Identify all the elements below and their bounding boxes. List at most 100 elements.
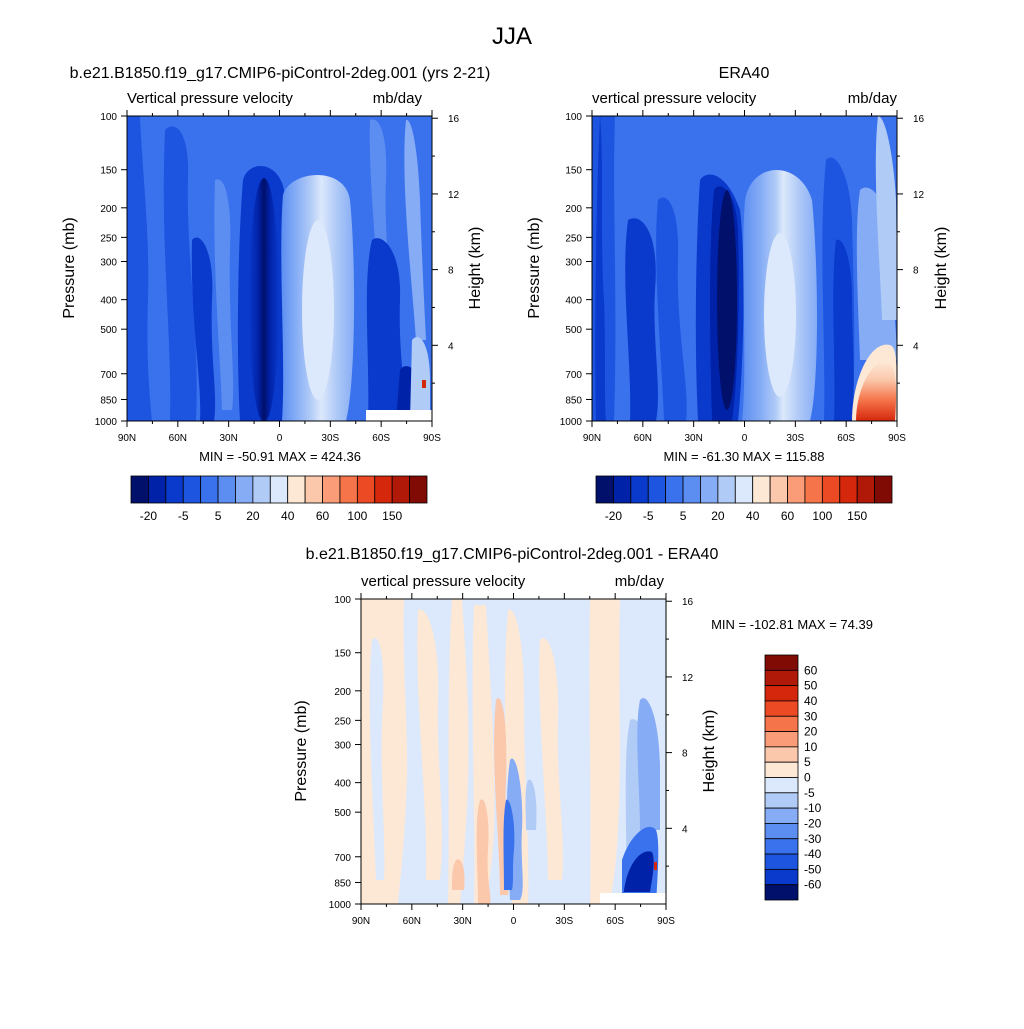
height-tick-label: 8 [913, 266, 919, 277]
x-tick-label: 90S [888, 433, 906, 444]
colorbar-label: 60 [781, 509, 795, 523]
y-tick-label: 850 [334, 878, 351, 889]
colorbar-swatch [235, 475, 254, 504]
colorbar-label: -5 [178, 509, 189, 523]
colorbar-label: -20 [605, 509, 623, 523]
colorbar-label: 40 [804, 694, 818, 708]
height-tick-label: 12 [448, 190, 460, 201]
colorbar-label: 5 [804, 755, 811, 769]
height-tick-label: 8 [682, 749, 688, 760]
top-axis-ticks [360, 593, 667, 599]
y-tick-label: 700 [565, 370, 582, 381]
colorbar: -20 -5 5 20 40 60 100 150 [130, 475, 428, 523]
y-tick-label: 250 [334, 716, 351, 727]
colorbar-swatch [787, 475, 806, 504]
y-axis-ticks: 100 150 200 250 300 400 500 700 850 1000 [560, 112, 592, 428]
y-tick-label: 200 [334, 687, 351, 698]
colorbar-label: 50 [804, 679, 818, 693]
colorbar-swatch [252, 475, 271, 504]
y-tick-label: 500 [334, 808, 351, 819]
height-tick-label: 16 [913, 114, 925, 125]
colorbar-swatch [764, 715, 799, 732]
colorbar-label: 20 [711, 509, 725, 523]
colorbar-label: 150 [382, 509, 402, 523]
contour-field [127, 116, 432, 421]
x-axis-ticks: 90N 60N 30N 0 30S 60S 90S [118, 421, 441, 444]
colorbar-swatch [764, 654, 799, 671]
y-axis-ticks: 100 150 200 250 300 400 500 700 850 1000 [95, 112, 127, 428]
panel-title: b.e21.B1850.f19_g17.CMIP6-piControl-2deg… [306, 546, 719, 563]
colorbar-label: 30 [804, 709, 818, 723]
y-tick-label: 250 [100, 233, 117, 244]
min-max-stats: MIN = -50.91 MAX = 424.36 [199, 449, 361, 464]
units-label: mb/day [848, 90, 898, 107]
height-axis-ticks: 16 12 8 4 [666, 597, 694, 867]
contour-field [361, 599, 666, 904]
y-tick-label: 300 [334, 741, 351, 752]
height-tick-label: 16 [682, 597, 694, 608]
colorbar-label: 150 [847, 509, 867, 523]
colorbar-swatch [764, 669, 799, 687]
colorbar-swatch [304, 475, 323, 504]
colorbar-swatch [804, 475, 823, 504]
x-axis-ticks: 90N 60N 30N 0 30S 60S 90S [352, 904, 675, 927]
colorbar-swatch [764, 823, 799, 840]
panel-difference: b.e21.B1850.f19_g17.CMIP6-piControl-2deg… [293, 546, 873, 927]
colorbar-swatch [217, 475, 236, 504]
x-tick-label: 60N [403, 916, 421, 927]
colorbar-label: -30 [804, 832, 822, 846]
colorbar-swatch [769, 475, 788, 504]
colorbar-swatch [165, 475, 184, 504]
panel-era40: ERA40 vertical pressure velocity mb/day … [526, 65, 950, 523]
colorbar-swatch [630, 475, 649, 504]
x-tick-label: 90N [118, 433, 136, 444]
colorbar-label: 100 [812, 509, 832, 523]
colorbar-label: 100 [347, 509, 367, 523]
height-tick-label: 16 [448, 114, 460, 125]
x-tick-label: 30N [219, 433, 237, 444]
top-axis-ticks [591, 110, 898, 116]
colorbar-swatch [595, 475, 614, 504]
units-label: mb/day [615, 573, 665, 590]
colorbar-swatch [374, 475, 393, 504]
y-tick-label: 200 [565, 204, 582, 215]
x-tick-label: 0 [742, 433, 748, 444]
height-axis-ticks: 16 12 8 4 [897, 114, 925, 384]
units-label: mb/day [373, 90, 423, 107]
colorbar-label: 60 [804, 663, 818, 677]
colorbar-swatch [391, 475, 410, 504]
colorbar-label: 20 [246, 509, 260, 523]
colorbar-label: -5 [804, 786, 815, 800]
y-tick-label: 700 [100, 370, 117, 381]
y-tick-label: 850 [100, 395, 117, 406]
figure-title: JJA [492, 23, 532, 50]
colorbar-swatch [130, 475, 149, 504]
colorbar-label: -5 [643, 509, 654, 523]
colorbar-swatch [647, 475, 667, 504]
colorbar-swatch [734, 475, 754, 504]
colorbar-swatch [613, 475, 632, 504]
y-axis-ticks: 100 150 200 250 300 400 500 700 850 1000 [329, 595, 361, 911]
height-tick-label: 4 [913, 341, 919, 352]
height-tick-label: 4 [682, 824, 688, 835]
height-axis-label: Height (km) [701, 710, 718, 793]
height-axis-label: Height (km) [933, 227, 950, 310]
colorbar-swatch [764, 685, 799, 702]
colorbar-swatch [764, 884, 799, 901]
colorbar: -20 -5 5 20 40 60 100 150 [595, 475, 893, 523]
field-label: vertical pressure velocity [361, 573, 526, 590]
colorbar-label: -20 [140, 509, 158, 523]
colorbar-swatch [700, 475, 719, 504]
colorbar-label: 0 [804, 771, 811, 785]
colorbar-swatch [764, 792, 799, 809]
panel-model: b.e21.B1850.f19_g17.CMIP6-piControl-2deg… [61, 65, 490, 523]
y-tick-label: 300 [100, 258, 117, 269]
colorbar-swatch [764, 853, 799, 870]
field-label: Vertical pressure velocity [127, 90, 293, 107]
colorbar-swatch [764, 731, 799, 748]
x-tick-label: 30N [684, 433, 702, 444]
colorbar-label: -60 [804, 878, 822, 892]
x-tick-label: 60S [837, 433, 855, 444]
